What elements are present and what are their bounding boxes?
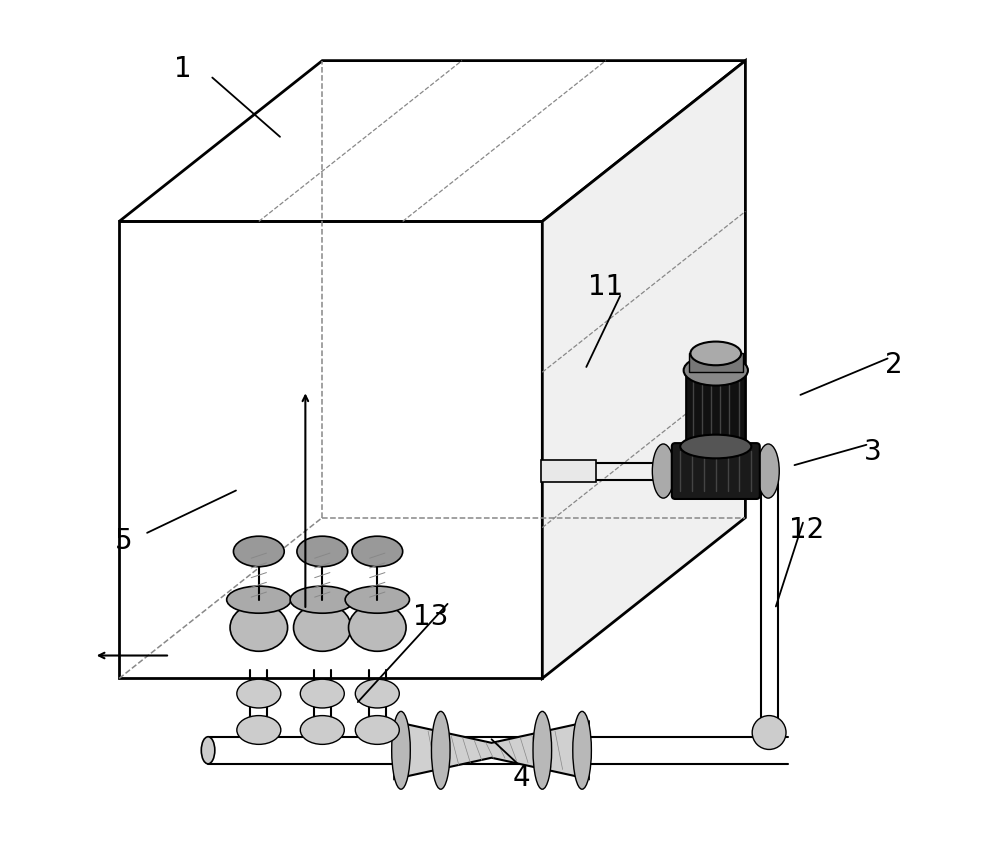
Ellipse shape	[757, 444, 779, 498]
FancyBboxPatch shape	[686, 368, 745, 449]
Ellipse shape	[533, 711, 552, 790]
Text: 3: 3	[863, 437, 881, 465]
Ellipse shape	[201, 737, 215, 764]
FancyBboxPatch shape	[672, 443, 760, 499]
Text: 5: 5	[115, 527, 132, 555]
Text: 12: 12	[789, 516, 824, 544]
Ellipse shape	[678, 444, 700, 498]
Ellipse shape	[237, 716, 281, 745]
Text: 2: 2	[885, 351, 902, 380]
Ellipse shape	[355, 716, 399, 745]
Polygon shape	[542, 60, 745, 678]
Ellipse shape	[752, 716, 786, 750]
Ellipse shape	[431, 711, 450, 790]
Ellipse shape	[573, 711, 591, 790]
Ellipse shape	[297, 537, 348, 566]
Ellipse shape	[237, 679, 281, 708]
Ellipse shape	[300, 716, 344, 745]
Text: 13: 13	[413, 604, 448, 632]
Polygon shape	[119, 60, 745, 222]
Ellipse shape	[349, 604, 406, 651]
Polygon shape	[394, 722, 589, 779]
Ellipse shape	[233, 537, 284, 566]
Ellipse shape	[230, 604, 288, 651]
Ellipse shape	[652, 444, 674, 498]
Ellipse shape	[345, 586, 409, 613]
Text: 11: 11	[588, 273, 623, 301]
Bar	[119, 222, 542, 678]
Text: 1: 1	[174, 55, 191, 83]
Ellipse shape	[290, 586, 354, 613]
Ellipse shape	[684, 355, 748, 385]
Ellipse shape	[732, 444, 754, 498]
Ellipse shape	[680, 435, 751, 458]
Ellipse shape	[294, 604, 351, 651]
Ellipse shape	[352, 537, 403, 566]
Ellipse shape	[300, 679, 344, 708]
Ellipse shape	[392, 711, 410, 790]
Text: 4: 4	[512, 764, 530, 792]
Bar	[541, 460, 596, 482]
Ellipse shape	[764, 463, 774, 480]
Ellipse shape	[227, 586, 291, 613]
Ellipse shape	[690, 341, 741, 365]
Bar	[689, 353, 743, 372]
Ellipse shape	[355, 679, 399, 708]
